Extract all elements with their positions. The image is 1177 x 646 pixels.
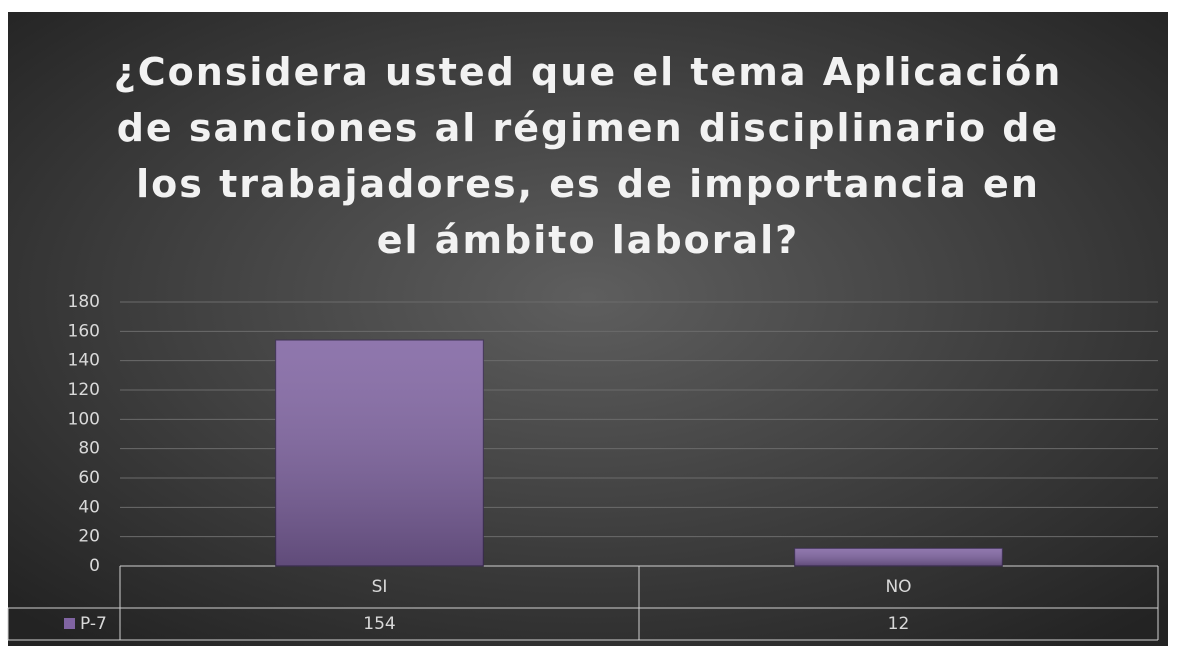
x-tick-label: NO — [885, 577, 911, 597]
y-tick-label: 100 — [68, 409, 100, 429]
y-tick-label: 160 — [68, 321, 100, 341]
legend-key — [64, 618, 75, 629]
table-value: 154 — [363, 614, 395, 634]
y-tick-label: 120 — [68, 380, 100, 400]
y-tick-label: 180 — [68, 292, 100, 312]
bar-shade — [794, 548, 1003, 566]
chart-title: ¿Considera usted que el tema Aplicación … — [113, 50, 1063, 262]
bar-shade — [275, 340, 484, 566]
y-tick-label: 0 — [89, 556, 100, 576]
legend-label: P-7 — [80, 614, 107, 634]
y-tick-label: 140 — [68, 351, 100, 371]
y-tick-label: 80 — [78, 439, 100, 459]
chart-background — [8, 12, 1168, 646]
y-tick-label: 60 — [78, 468, 100, 488]
table-value: 12 — [888, 614, 910, 634]
x-tick-label: SI — [372, 577, 388, 597]
y-tick-label: 40 — [78, 497, 100, 517]
y-tick-label: 20 — [78, 527, 100, 547]
